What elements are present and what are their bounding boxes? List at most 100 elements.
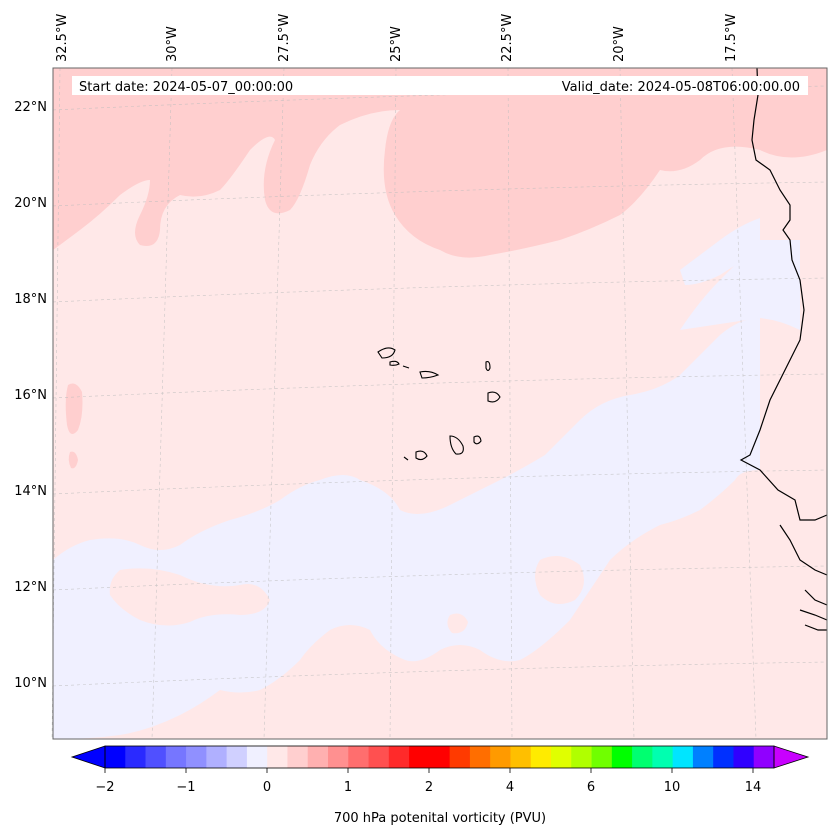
lon-label-32-5w: 32.5°W [55, 14, 70, 62]
colorbar-segment [145, 746, 167, 768]
colorbar-segment [632, 746, 653, 768]
pv-background-hole-southeast [535, 556, 584, 604]
gridline-lat-12 [52, 565, 828, 591]
colorbar-extend-high [773, 745, 810, 769]
colorbar-segment [165, 746, 187, 768]
island-boa-vista [487, 391, 501, 403]
map-frame [52, 67, 828, 740]
colorbar-tick-label: 14 [745, 780, 762, 795]
island-santiago [449, 435, 464, 455]
africa-coastline-south [779, 524, 828, 631]
pv-positive-patch-west-small [68, 451, 78, 469]
colorbar-segment [267, 746, 288, 768]
colorbar-segment [571, 746, 592, 768]
island-santo-antao [377, 347, 396, 359]
lat-label-12n: 12°N [14, 580, 47, 595]
island-fogo [415, 450, 428, 461]
gridline-lat-20 [52, 181, 828, 207]
colorbar-segment [672, 746, 694, 768]
lon-label-30w: 30°W [165, 26, 180, 62]
colorbar-outline [104, 745, 775, 769]
colorbar-segment [692, 746, 714, 768]
island-brava [403, 456, 409, 461]
gridline-lat-16 [52, 373, 828, 399]
colorbar-extend-low [70, 745, 106, 769]
lon-label-20w: 20°W [612, 26, 627, 62]
colorbar-segment [733, 746, 755, 768]
colorbar-segment [510, 746, 532, 768]
gridline-lat-10 [52, 661, 828, 687]
colorbar-segment [246, 746, 268, 768]
colorbar-ticks [104, 768, 754, 773]
longitude-labels: 32.5°W 30°W 27.5°W 25°W 22.5°W 20°W 17.5… [55, 14, 739, 62]
colorbar-segment [611, 746, 633, 768]
lat-label-10n: 10°N [14, 676, 47, 691]
colorbar-segment [652, 746, 674, 768]
lat-label-16n: 16°N [14, 388, 47, 403]
colorbar-segment [551, 746, 572, 768]
lat-label-14n: 14°N [14, 484, 47, 499]
latitude-labels: 22°N 20°N 18°N 16°N 14°N 12°N 10°N [14, 100, 47, 691]
colorbar-segment [713, 746, 734, 768]
lon-label-27-5w: 27.5°W [277, 14, 292, 62]
colorbar-tick-label: 10 [664, 780, 681, 795]
colorbar-segment [287, 746, 309, 768]
colorbar-segment [307, 746, 329, 768]
colorbar: −2 −1 0 1 2 4 6 10 14 700 hPa potenital … [70, 745, 810, 826]
island-santa-luzia [402, 365, 410, 369]
colorbar-segment [226, 746, 248, 768]
pv-negative-patch-northeast [680, 218, 760, 285]
gridline-lon-22-5 [507, 67, 513, 740]
gridline-lon-20 [619, 67, 635, 740]
lat-label-20n: 20°N [14, 196, 47, 211]
gridline-lat-14 [52, 469, 828, 495]
colorbar-segment [753, 746, 775, 768]
pv-background-hole-south [109, 568, 270, 626]
colorbar-tick-label: 0 [263, 780, 271, 795]
colorbar-segment [105, 746, 126, 768]
lon-label-22-5w: 22.5°W [500, 14, 515, 62]
island-maio [473, 435, 482, 445]
start-date-label: Start date: 2024-05-07_00:00:00 [79, 80, 293, 95]
pv-background-hole-small [447, 613, 468, 634]
colorbar-segment [591, 746, 613, 768]
cape-verde-islands [377, 347, 501, 461]
gridline-lon-25 [389, 67, 397, 740]
vorticity-field [53, 68, 827, 739]
gridline-lon-27-5 [263, 67, 285, 740]
colorbar-segment [449, 746, 471, 768]
colorbar-segment [125, 746, 146, 768]
colorbar-tick-labels: −2 −1 0 1 2 4 6 10 14 [95, 780, 761, 795]
valid-date-label: Valid_date: 2024-05-08T06:00:00.00 [562, 80, 800, 95]
colorbar-segment [490, 746, 511, 768]
colorbar-tick-label: −2 [95, 780, 114, 795]
colorbar-segment [368, 746, 390, 768]
island-sao-vicente [389, 360, 400, 366]
colorbar-segment [328, 746, 349, 768]
pv-negative-patch-south [53, 318, 760, 739]
colorbar-segment [206, 746, 228, 768]
colorbar-segment [469, 746, 491, 768]
colorbar-segment [186, 746, 207, 768]
colorbar-tick-label: 4 [506, 780, 514, 795]
colorbar-segments [105, 746, 775, 768]
gridline-lon-30 [151, 67, 173, 740]
colorbar-tick-label: 2 [425, 780, 433, 795]
africa-coastline [739, 67, 828, 521]
gridline-lon-17-5 [731, 67, 757, 740]
colorbar-tick-label: 6 [587, 780, 595, 795]
colorbar-tick-label: 1 [344, 780, 352, 795]
lat-label-18n: 18°N [14, 292, 47, 307]
gridline-lat-18 [52, 277, 828, 303]
pv-positive-patch-west [65, 383, 83, 434]
colorbar-segment [409, 746, 430, 768]
colorbar-segment [530, 746, 552, 768]
lon-label-17-5w: 17.5°W [724, 14, 739, 62]
colorbar-segment [348, 746, 369, 768]
gridline-lat-22 [52, 85, 828, 111]
date-label-box [72, 76, 808, 95]
island-sal [485, 361, 491, 372]
colorbar-segment [388, 746, 410, 768]
island-sao-nicolau [419, 370, 440, 379]
